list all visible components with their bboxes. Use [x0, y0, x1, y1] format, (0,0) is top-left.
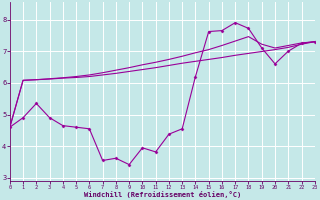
- X-axis label: Windchill (Refroidissement éolien,°C): Windchill (Refroidissement éolien,°C): [84, 191, 241, 198]
